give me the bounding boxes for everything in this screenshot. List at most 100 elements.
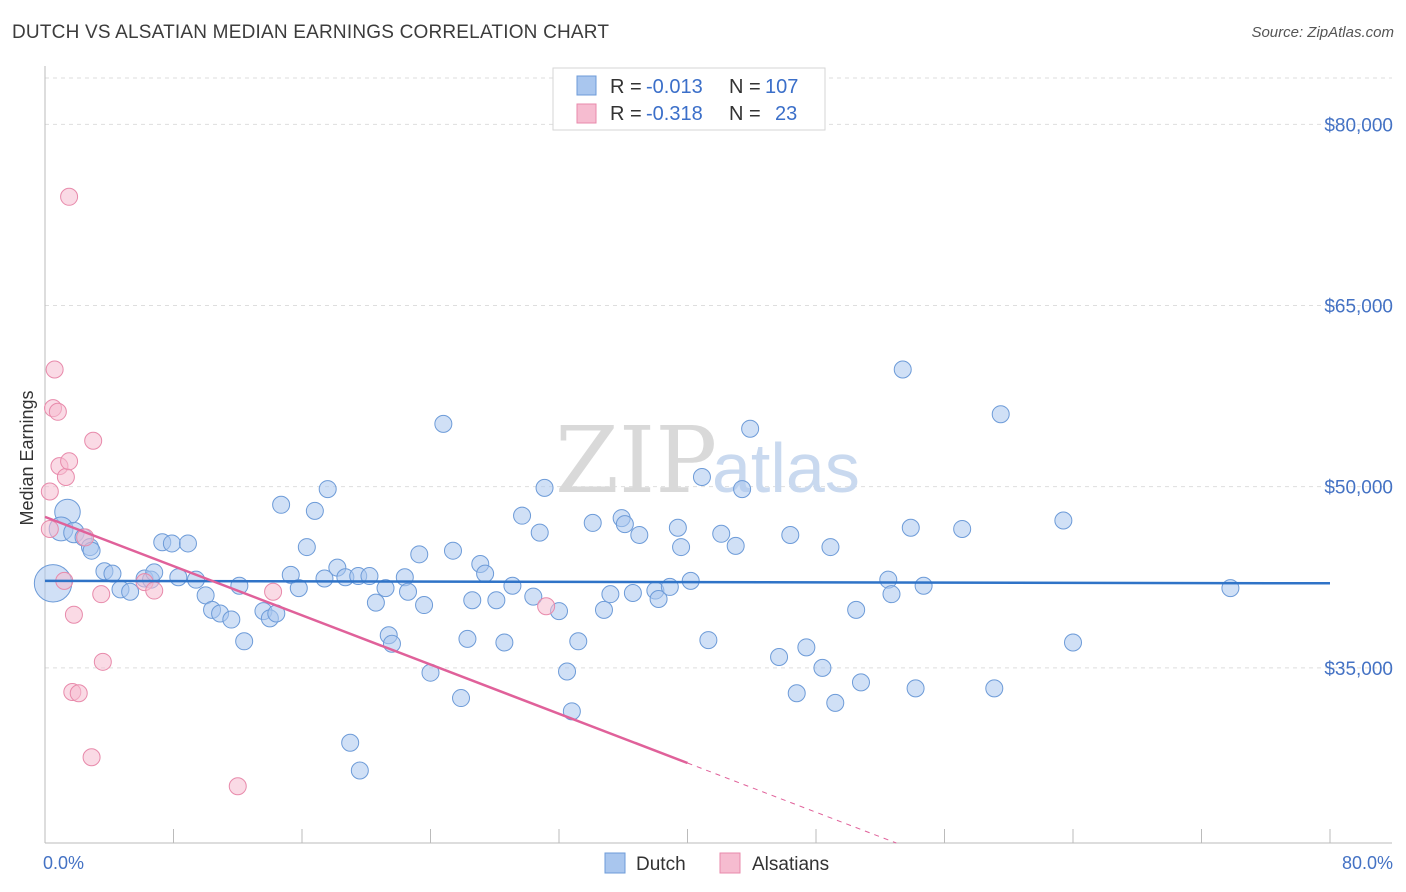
point-dutch-92 xyxy=(821,538,840,557)
point-dutch-91 xyxy=(813,658,832,677)
point-dutch-106 xyxy=(1064,633,1082,652)
point-dutch-33 xyxy=(315,569,334,588)
x-tick-label-0: 0.0% xyxy=(43,853,84,873)
point-dutch-53 xyxy=(458,629,477,648)
point-alsatians-17 xyxy=(93,652,112,671)
point-dutch-86 xyxy=(741,419,760,438)
point-dutch-82 xyxy=(699,631,718,650)
point-alsatians-3 xyxy=(45,360,64,379)
point-dutch-100 xyxy=(906,679,925,698)
legend-n-label-1: N = xyxy=(729,76,761,98)
gridlines xyxy=(45,77,1392,669)
point-dutch-31 xyxy=(297,538,316,557)
point-dutch-28 xyxy=(272,495,291,514)
point-alsatians-12 xyxy=(69,684,88,703)
point-dutch-102 xyxy=(953,519,972,538)
bottom-legend-dutch: Dutch xyxy=(636,854,686,875)
point-dutch-101 xyxy=(914,576,933,595)
watermark-atlas: atlas xyxy=(712,429,860,507)
chart-title: DUTCH VS ALSATIAN MEDIAN EARNINGS CORREL… xyxy=(12,22,610,43)
point-dutch-103 xyxy=(985,679,1004,698)
point-dutch-90 xyxy=(797,638,816,657)
point-dutch-78 xyxy=(668,518,687,537)
point-alsatians-21 xyxy=(264,582,283,601)
x-tick-labels: 0.0% 80.0% xyxy=(43,853,1393,873)
point-dutch-29 xyxy=(281,565,300,584)
bottom-legend-alsatians: Alsatians xyxy=(752,854,829,875)
point-dutch-95 xyxy=(851,673,870,692)
legend-r-label-1: R = xyxy=(610,76,642,98)
point-dutch-42 xyxy=(376,579,395,598)
trend-line-alsatians xyxy=(44,515,688,765)
point-alsatians-16 xyxy=(92,585,111,604)
point-dutch-70 xyxy=(601,585,620,604)
point-dutch-41 xyxy=(366,593,385,612)
point-alsatians-4 xyxy=(48,402,67,421)
point-dutch-17 xyxy=(178,534,197,553)
legend-r-label-2: R = xyxy=(610,103,642,125)
point-dutch-46 xyxy=(399,582,418,601)
point-dutch-89 xyxy=(787,684,806,703)
point-alsatians-9 xyxy=(60,187,79,206)
point-dutch-50 xyxy=(434,414,453,433)
point-dutch-51 xyxy=(443,541,462,560)
point-dutch-65 xyxy=(558,662,577,681)
legend-n-value-2: 23 xyxy=(775,103,797,125)
point-dutch-98 xyxy=(893,360,912,379)
point-alsatians-14 xyxy=(82,748,101,767)
legend-n-label-2: N = xyxy=(729,103,761,125)
point-alsatians-0 xyxy=(40,519,59,538)
point-dutch-37 xyxy=(341,733,360,752)
point-dutch-58 xyxy=(495,633,514,652)
point-dutch-56 xyxy=(476,564,495,583)
point-dutch-24 xyxy=(235,632,254,651)
point-dutch-79 xyxy=(672,538,691,557)
y-axis-label: Median Earnings xyxy=(17,390,37,525)
point-alsatians-22 xyxy=(537,597,556,616)
point-dutch-85 xyxy=(733,480,752,499)
bottom-legend: Dutch Alsatians xyxy=(604,852,829,875)
y-tick-label-2: $65,000 xyxy=(1324,296,1393,317)
point-dutch-104 xyxy=(991,405,1010,424)
point-dutch-59 xyxy=(503,576,522,595)
point-dutch-60 xyxy=(513,506,532,525)
x-tick-label-1: 80.0% xyxy=(1342,853,1393,873)
point-dutch-62 xyxy=(530,523,549,542)
bottom-legend-swatch-dutch xyxy=(604,852,626,874)
point-dutch-72 xyxy=(615,515,634,534)
point-dutch-10 xyxy=(121,582,140,601)
legend-swatch-alsatians xyxy=(576,103,597,124)
point-dutch-32 xyxy=(305,501,324,520)
point-dutch-93 xyxy=(826,693,845,712)
point-alsatians-20 xyxy=(228,777,247,796)
point-dutch-52 xyxy=(452,689,471,708)
point-dutch-74 xyxy=(630,525,649,544)
point-dutch-88 xyxy=(781,525,800,544)
point-dutch-68 xyxy=(583,513,602,532)
point-alsatians-7 xyxy=(56,468,75,487)
trend-line-dutch xyxy=(44,579,1331,585)
trend-line-alsatians-extension xyxy=(687,762,897,844)
point-dutch-83 xyxy=(712,524,731,543)
y-tick-label-3: $80,000 xyxy=(1324,115,1393,136)
point-dutch-94 xyxy=(847,600,866,619)
point-dutch-22 xyxy=(222,610,241,629)
point-dutch-84 xyxy=(726,536,745,555)
point-alsatians-1 xyxy=(40,482,59,501)
point-dutch-8 xyxy=(103,564,122,583)
point-dutch-30 xyxy=(289,579,308,598)
legend-r-value-2: -0.318 xyxy=(646,103,703,125)
point-dutch-48 xyxy=(415,596,434,615)
point-dutch-69 xyxy=(594,600,613,619)
point-dutch-39 xyxy=(350,761,369,780)
point-dutch-105 xyxy=(1054,511,1073,530)
point-dutch-57 xyxy=(487,591,506,610)
point-dutch-76 xyxy=(649,590,668,609)
point-dutch-87 xyxy=(770,647,789,666)
y-tick-labels: $35,000 $50,000 $65,000 $80,000 xyxy=(1324,115,1393,680)
point-dutch-99 xyxy=(901,518,920,537)
legend-r-value-1: -0.013 xyxy=(646,76,703,98)
watermark-zip: ZIP xyxy=(555,407,717,514)
point-dutch-63 xyxy=(535,478,554,497)
